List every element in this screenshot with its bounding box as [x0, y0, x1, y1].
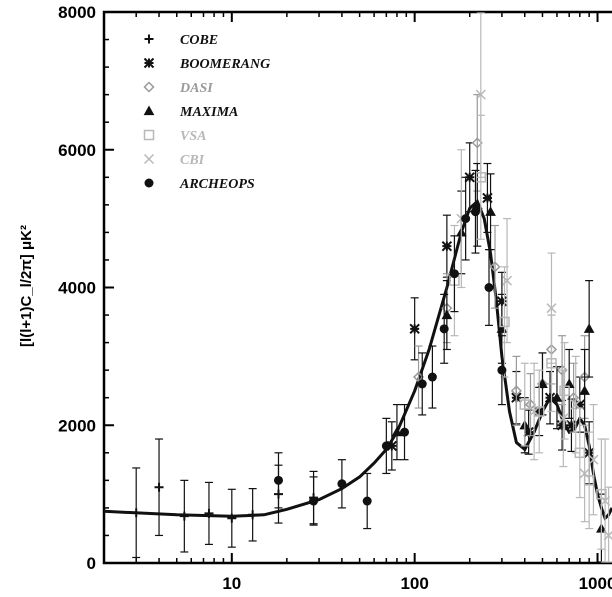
data-point-cobe: [248, 510, 258, 520]
y-tick-label: 0: [87, 554, 96, 573]
data-point-archeops: [381, 441, 391, 451]
data-point-boomerang: [544, 392, 556, 403]
data-point-vsa: [519, 399, 531, 410]
y-tick-label: 6000: [58, 141, 96, 160]
y-tick-label: 4000: [58, 279, 96, 298]
data-point-archeops: [484, 283, 494, 292]
data-point-cbi: [546, 303, 557, 314]
data-point-archeops: [449, 269, 459, 279]
data-point-cbi: [588, 454, 599, 465]
legend-label-archeops: ARCHEOPS: [179, 177, 255, 192]
legend-marker-maxima: [143, 105, 155, 116]
legend-label-vsa: VSA: [180, 129, 206, 144]
data-point-archeops: [497, 365, 507, 375]
legend-label-cobe: COBE: [180, 33, 218, 48]
data-point-maxima: [485, 206, 496, 216]
data-point-archeops: [461, 214, 471, 224]
data-point-boomerang: [523, 426, 534, 438]
data-point-cobe: [204, 508, 214, 518]
data-point-archeops: [309, 496, 319, 506]
legend-marker-cbi: [143, 153, 155, 165]
data-point-maxima: [391, 426, 403, 437]
data-point-cbi: [570, 399, 581, 410]
data-point-boomerang: [409, 323, 420, 335]
series-vsa: [449, 114, 607, 550]
data-point-boomerang: [574, 399, 586, 410]
y-axis-label: [l(l+1)C_l/2π] μK²: [18, 225, 35, 347]
data-point-archeops: [400, 427, 410, 437]
data-point-archeops: [417, 379, 427, 389]
legend-marker-cobe: [144, 34, 154, 44]
data-point-archeops: [362, 496, 372, 506]
data-point-archeops: [470, 207, 480, 217]
series-archeops: [273, 169, 507, 530]
x-tick-label: 10: [222, 574, 241, 593]
legend-marker-vsa: [143, 129, 155, 141]
legend-label-dasi: DASI: [179, 81, 213, 96]
y-tick-label: 8000: [58, 3, 96, 22]
data-point-dasi: [510, 385, 522, 397]
data-points-layer: [131, 12, 612, 563]
data-point-archeops: [337, 479, 347, 489]
data-point-boomerang: [386, 440, 398, 452]
data-point-cobe: [154, 482, 164, 492]
data-point-cobe: [131, 508, 141, 518]
data-point-cbi: [579, 468, 590, 479]
axis-ticks-layer: 0 2000 4000 6000 8000 10 100 1000: [58, 3, 612, 593]
x-tick-label: 1000: [579, 574, 612, 593]
data-point-vsa: [499, 316, 510, 328]
data-point-boomerang: [482, 192, 493, 204]
data-point-boomerang: [566, 420, 577, 431]
data-point-vsa: [596, 488, 607, 500]
series-cbi: [456, 12, 612, 563]
data-point-cbi: [558, 413, 569, 424]
data-point-cbi: [529, 406, 540, 417]
data-point-boomerang: [464, 172, 475, 183]
data-point-archeops: [273, 475, 283, 485]
data-point-maxima: [537, 378, 548, 389]
legend-label-boomerang: BOOMERANG: [179, 57, 270, 72]
data-point-cobe: [227, 513, 237, 523]
legend-marker-dasi: [143, 81, 155, 93]
data-point-maxima: [583, 323, 595, 333]
legend-label-maxima: MAXIMA: [179, 105, 238, 120]
data-point-maxima: [551, 392, 563, 402]
data-point-boomerang: [441, 240, 453, 252]
data-point-archeops: [439, 324, 449, 334]
data-point-dasi: [489, 261, 501, 273]
legend-marker-boomerang: [143, 57, 155, 69]
data-point-cobe: [179, 511, 189, 521]
data-point-maxima: [579, 385, 590, 395]
data-point-boomerang: [556, 420, 568, 431]
legend-marker-archeops: [144, 178, 154, 188]
x-tick-label: 100: [400, 574, 428, 593]
data-point-vsa: [559, 385, 570, 397]
data-point-cbi: [475, 89, 486, 100]
legend: COBE BOOMERANG DASI MAXIMA VSA CBI ARCHEOPS: [143, 33, 270, 192]
data-point-archeops: [427, 372, 437, 382]
y-tick-label: 2000: [58, 416, 96, 435]
data-point-cbi: [502, 275, 513, 286]
legend-label-cbi: CBI: [180, 153, 205, 168]
data-point-dasi: [524, 399, 537, 411]
